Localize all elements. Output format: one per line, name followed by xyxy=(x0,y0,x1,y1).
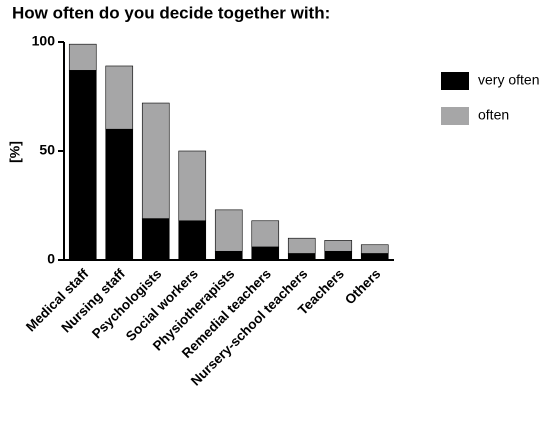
bar xyxy=(105,128,134,261)
y-axis-label: [%] xyxy=(7,141,23,163)
bar xyxy=(360,253,389,261)
legend-swatch xyxy=(441,107,469,125)
bar xyxy=(214,250,243,261)
x-tick-label: Others xyxy=(342,266,383,307)
bar xyxy=(178,220,207,261)
y-tick-label: 100 xyxy=(32,33,56,49)
legend-label: often xyxy=(478,107,509,123)
bar xyxy=(214,209,243,252)
bar xyxy=(68,70,97,261)
x-tick-label: Nursing staff xyxy=(58,266,128,336)
y-tick-label: 50 xyxy=(39,142,55,158)
bar xyxy=(141,102,170,219)
bar xyxy=(105,65,134,130)
x-tick-label: Medical staff xyxy=(23,266,92,335)
legend-swatch xyxy=(441,72,469,90)
bar xyxy=(178,150,207,222)
bar xyxy=(324,240,353,252)
legend-label: very often xyxy=(478,72,539,88)
bar xyxy=(287,237,316,254)
bar xyxy=(251,246,280,261)
bar xyxy=(141,218,170,261)
bar xyxy=(324,250,353,261)
chart-title: How often do you decide together with: xyxy=(12,3,330,22)
bar xyxy=(251,220,280,248)
bar xyxy=(68,43,97,71)
y-tick-label: 0 xyxy=(47,251,55,267)
bar xyxy=(287,253,316,261)
bar xyxy=(360,244,389,254)
